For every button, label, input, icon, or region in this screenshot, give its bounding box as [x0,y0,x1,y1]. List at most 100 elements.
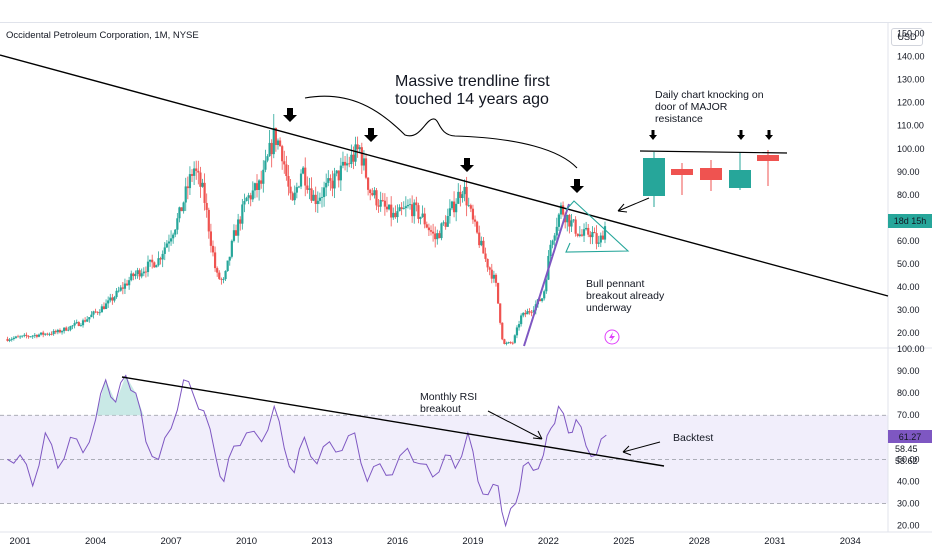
candle-body [297,186,301,188]
candle-body [513,335,516,343]
candle-body [44,333,47,335]
price-tick-label: 150.00 [897,29,925,39]
candle-body [73,323,76,326]
candle-body [496,282,500,304]
rsi-tick-label: 30.00 [897,499,920,509]
candle-body [167,241,171,244]
candle-body [251,190,254,200]
x-tick-label: 2034 [840,536,861,547]
candle-body [159,258,162,260]
candle-body [419,217,422,219]
candle-body [27,336,30,337]
candle-body [144,271,148,273]
candle-body [320,196,324,198]
candle-body [255,183,259,190]
candle-body [559,205,563,215]
candle-body [371,193,374,196]
inset-arrow [649,130,657,140]
candle-body [58,330,62,333]
candle-body [398,207,401,212]
candle-body [377,205,380,207]
candle-body [469,205,472,209]
candle-body [232,230,236,241]
candle-body [484,253,487,259]
rsi-breakout-arrow [487,410,543,440]
candle-body [260,180,263,184]
candle-body [337,170,340,181]
candle-body [29,336,32,338]
candle-body [283,161,286,165]
candle-body [71,325,74,327]
candle-body [10,339,13,340]
candle-body [228,256,231,261]
candle-body [264,160,267,170]
candle-body [299,173,303,187]
price-tick-label: 120.00 [897,98,925,108]
candle-body [6,338,9,341]
currency-badge[interactable]: USD [891,28,923,46]
candle-body [406,205,410,207]
candle-body [230,240,233,257]
price-countdown-label: 18d 15h [894,216,927,226]
candle-body [195,168,198,171]
candle-body [281,146,284,162]
candle-body [153,262,156,268]
candle-body [205,202,208,210]
candle-body [220,278,223,280]
candle-body [463,186,466,195]
candle-body [50,333,53,335]
candle-body [278,140,282,147]
x-tick-label: 2001 [10,536,31,547]
candle-body [471,208,475,220]
candle-body [209,231,212,246]
candle-body [276,140,280,146]
candle-body [157,258,160,266]
candle-body [362,158,366,166]
candle-body [358,147,361,150]
candle-body [199,172,202,187]
candle-body [243,201,246,205]
rsi-reference-label: 53.62 [895,456,918,466]
candle-body [237,219,240,236]
x-tick-label: 2025 [613,536,634,547]
candle-body [132,273,135,277]
candle-body [113,297,116,301]
candle-body [545,279,548,292]
candle-body [580,234,584,236]
price-tick-label: 90.00 [897,167,920,177]
candle-body [148,259,152,262]
price-tick-label: 40.00 [897,282,920,292]
candle-body [176,218,179,230]
candle-body [234,230,238,236]
candle-body [532,310,535,313]
candle-body [109,297,112,301]
candle-body [595,233,598,244]
x-tick-label: 2019 [462,536,483,547]
candle-body [165,243,168,248]
lightning-bolt-icon [609,332,615,342]
candle-body [501,322,504,340]
candle-body [8,339,11,341]
rsi-tick-label: 80.00 [897,388,920,398]
candle-body [134,273,137,277]
candle-body [188,174,192,189]
candle-body [373,190,376,196]
candle-body [216,268,219,273]
candle-body [480,240,483,246]
candle-body [151,259,154,263]
candle-body [585,227,588,230]
candle-body [404,206,407,209]
candle-body [553,235,556,241]
candle-body [163,247,166,254]
candle-body [400,207,403,210]
rsi-tick-label: 100.00 [897,344,925,354]
x-tick-label: 2007 [160,536,181,547]
candle-body [60,331,64,333]
pennant-pole [523,203,570,347]
rsi-tick-label: 50.00 [897,454,920,464]
inset-body [700,168,722,180]
inset-arrow [765,130,773,140]
price-tick-label: 110.00 [897,121,924,131]
x-tick-label: 2004 [85,536,106,547]
top-toolbar [0,0,932,23]
